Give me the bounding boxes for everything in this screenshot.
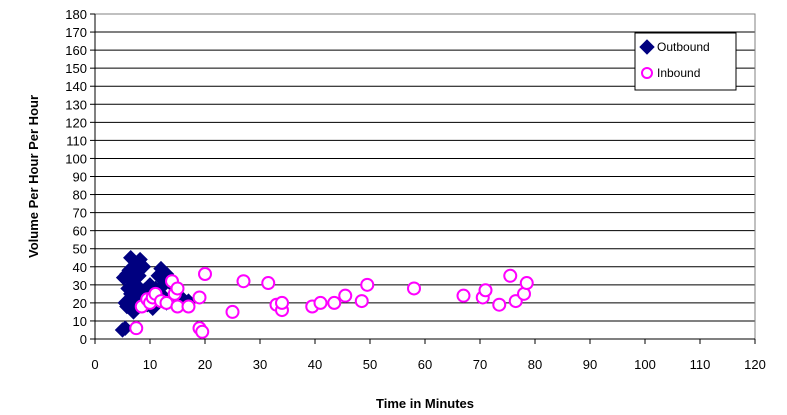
inbound-point <box>261 276 276 291</box>
x-tick-label: 70 <box>473 357 487 372</box>
x-tick-label: 40 <box>308 357 322 372</box>
x-tick-label: 110 <box>690 357 711 372</box>
inbound-point <box>519 276 534 291</box>
inbound-point <box>236 274 251 289</box>
x-tick-label: 60 <box>418 357 432 372</box>
y-axis-title: Volume Per Hour Per Hour <box>26 95 41 258</box>
x-tick-label: 120 <box>744 357 766 372</box>
inbound-point <box>338 288 353 303</box>
y-tick-label: 140 <box>65 79 87 94</box>
y-tick-label: 160 <box>65 43 87 58</box>
inbound-point <box>360 277 375 292</box>
y-tick-label: 10 <box>73 314 87 329</box>
inbound-point <box>492 297 507 312</box>
y-tick-label: 20 <box>73 296 87 311</box>
inbound-point <box>478 283 493 298</box>
legend-label: Outbound <box>657 40 710 54</box>
data-points <box>114 250 534 339</box>
y-tick-label: 100 <box>65 151 87 166</box>
y-tick-label: 150 <box>65 61 87 76</box>
inbound-point <box>181 299 196 314</box>
legend-marker <box>639 39 655 55</box>
inbound-point <box>129 321 144 336</box>
inbound-point <box>327 295 342 310</box>
legend: Outbound Inbound <box>634 32 737 91</box>
y-axis-ticks: 0 10 20 30 40 50 60 70 80 90 100 110 120 130 140 150 160… <box>65 7 95 347</box>
inbound-point <box>407 281 421 296</box>
x-tick-label: 30 <box>253 357 267 372</box>
y-tick-label: 130 <box>65 97 87 112</box>
outbound-point <box>135 259 152 275</box>
inbound-series <box>129 267 534 339</box>
inbound-point <box>275 295 289 310</box>
inbound-point <box>170 281 185 296</box>
x-tick-label: 50 <box>363 357 377 372</box>
legend-item-outbound: Outbound <box>639 39 710 55</box>
y-tick-label: 180 <box>65 7 87 22</box>
y-tick-label: 30 <box>73 278 87 293</box>
inbound-point <box>313 295 328 310</box>
y-tick-label: 90 <box>73 170 87 185</box>
y-tick-label: 120 <box>65 115 87 130</box>
y-tick-label: 80 <box>73 188 87 203</box>
x-tick-label: 80 <box>528 357 542 372</box>
y-tick-label: 110 <box>66 133 87 148</box>
x-tick-label: 20 <box>198 357 212 372</box>
y-tick-label: 50 <box>73 242 87 257</box>
legend-box <box>634 32 737 91</box>
legend-item-inbound: Inbound <box>641 66 700 80</box>
inbound-point <box>503 268 518 283</box>
x-tick-label: 90 <box>583 357 597 372</box>
y-tick-label: 70 <box>73 206 87 221</box>
x-tick-label: 10 <box>143 357 157 372</box>
x-tick-label: 100 <box>634 357 656 372</box>
legend-label: Inbound <box>657 66 700 80</box>
y-tick-label: 40 <box>73 260 87 275</box>
y-tick-label: 0 <box>80 332 87 347</box>
x-axis-title: Time in Minutes <box>376 396 474 411</box>
inbound-point <box>192 290 207 305</box>
x-axis-ticks: 0 10 20 30 40 50 60 70 80 90 100 110 120 <box>91 14 766 372</box>
inbound-point <box>225 304 240 319</box>
outbound-point <box>119 266 135 282</box>
y-tick-label: 170 <box>65 25 87 40</box>
inbound-point <box>456 288 471 303</box>
inbound-point <box>198 267 212 281</box>
inbound-point <box>354 294 369 309</box>
x-tick-label: 0 <box>91 357 98 372</box>
legend-marker <box>641 67 653 79</box>
y-tick-label: 60 <box>73 224 87 239</box>
inbound-point <box>195 324 210 339</box>
